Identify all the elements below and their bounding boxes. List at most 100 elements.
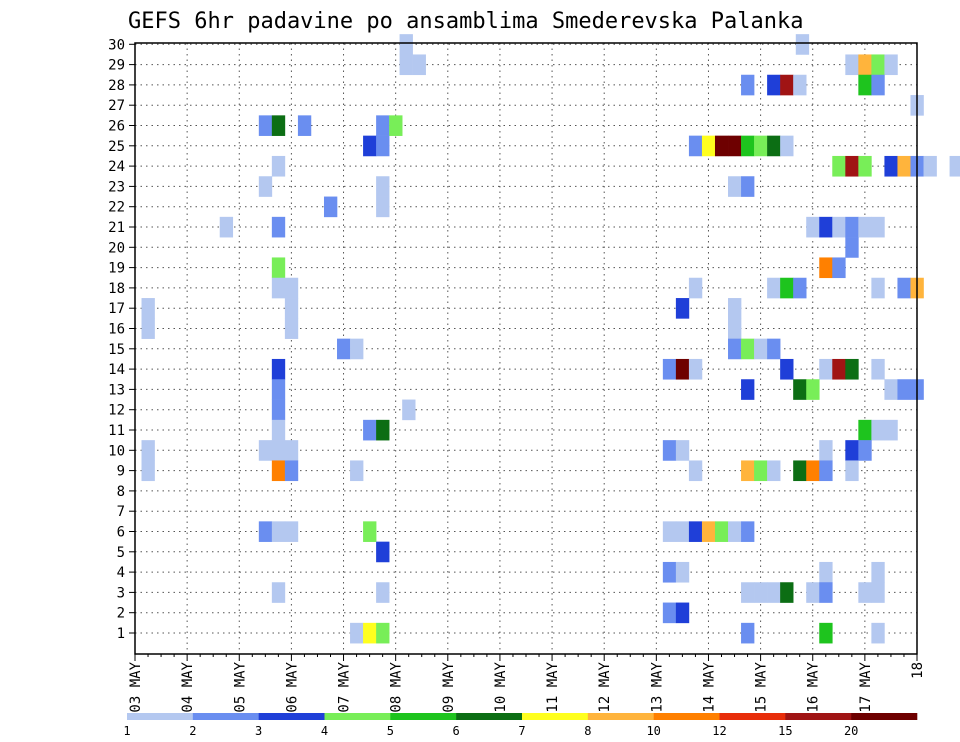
data-cell	[271, 277, 286, 299]
data-cell	[271, 358, 286, 380]
data-cell	[871, 561, 885, 583]
colorbar-label: 7	[518, 724, 525, 738]
data-cell	[363, 419, 377, 441]
data-cell	[819, 622, 833, 644]
colorbar-label: 10	[646, 724, 660, 738]
colorbar-swatch	[390, 713, 457, 720]
data-cell	[871, 622, 885, 644]
data-cell	[858, 155, 872, 177]
y-tick-label: 19	[108, 261, 125, 277]
data-cell	[271, 419, 286, 441]
data-cell	[819, 216, 833, 238]
data-cell	[258, 176, 273, 197]
data-cell	[284, 318, 299, 339]
data-cell	[780, 582, 794, 603]
data-cell	[780, 135, 794, 157]
data-cell	[376, 541, 390, 563]
data-cell	[399, 54, 413, 76]
y-tick-label: 13	[108, 382, 125, 398]
data-cell	[675, 561, 690, 583]
data-cell	[271, 115, 286, 136]
data-cell	[741, 521, 755, 542]
data-cell	[399, 34, 413, 55]
data-cell	[819, 561, 833, 583]
data-cell	[675, 358, 690, 380]
data-cell	[363, 521, 377, 542]
data-cell	[858, 582, 872, 603]
y-tick-label: 6	[117, 525, 125, 541]
data-cell	[858, 54, 872, 76]
data-cell	[688, 460, 703, 482]
data-cell	[884, 155, 898, 177]
colorbar-swatch	[851, 713, 918, 720]
data-cell	[271, 440, 286, 461]
data-cell	[350, 338, 364, 360]
data-cell	[376, 115, 390, 136]
data-cell	[141, 460, 155, 482]
data-cell	[819, 358, 833, 380]
x-tick-label: 17 MAY	[858, 661, 874, 712]
data-cell	[284, 460, 299, 482]
data-cell	[376, 419, 390, 441]
data-cell	[741, 176, 755, 197]
y-tick-label: 22	[108, 200, 125, 216]
data-cell	[741, 582, 755, 603]
data-cells	[141, 34, 960, 644]
x-tick-label: 06 MAY	[284, 661, 300, 712]
colorbar-swatch	[258, 713, 325, 720]
x-tick-label: 04 MAY	[180, 661, 196, 712]
data-cell	[376, 135, 390, 157]
x-tick-label: 18	[910, 662, 926, 679]
data-cell	[780, 277, 794, 299]
colorbar-swatch	[456, 713, 523, 720]
y-tick-label: 4	[117, 565, 125, 581]
data-cell	[845, 358, 859, 380]
data-cell	[819, 440, 833, 461]
data-cell	[871, 419, 885, 441]
data-cell	[795, 34, 810, 55]
colorbar-swatch	[522, 713, 589, 720]
colorbar-legend: 1 2 3 4 5 6 7 8 10 12 15 20	[123, 713, 918, 738]
data-cell	[858, 419, 872, 441]
data-cell	[754, 338, 768, 360]
data-cell	[688, 521, 703, 542]
data-cell	[284, 277, 299, 299]
data-cell	[767, 460, 781, 482]
data-cell	[662, 561, 677, 583]
data-cell	[728, 135, 742, 157]
data-cell	[271, 379, 286, 400]
data-cell	[806, 216, 820, 238]
x-tick-label: 07 MAY	[337, 661, 353, 712]
colorbar-swatch	[587, 713, 654, 720]
data-cell	[754, 582, 768, 603]
data-cell	[741, 460, 755, 482]
data-cell	[741, 338, 755, 360]
data-cell	[793, 277, 807, 299]
data-cell	[845, 155, 859, 177]
colorbar-label: 20	[844, 724, 858, 738]
data-cell	[741, 135, 755, 157]
data-cell	[714, 521, 729, 542]
data-cell	[284, 521, 299, 542]
y-tick-label: 10	[108, 443, 125, 459]
data-cell	[871, 54, 885, 76]
y-tick-label: 26	[108, 119, 125, 135]
y-tick-label: 30	[108, 37, 125, 53]
data-cell	[675, 521, 690, 542]
chart-title: GEFS 6hr padavine po ansamblima Smederev…	[128, 9, 804, 34]
data-cell	[884, 379, 898, 400]
y-tick-label: 20	[108, 240, 125, 256]
colorbar-swatch	[653, 713, 720, 720]
data-cell	[271, 257, 286, 279]
data-cell	[728, 521, 742, 542]
data-cell	[754, 460, 768, 482]
data-cell	[897, 379, 911, 400]
data-cell	[845, 237, 859, 258]
data-cell	[832, 257, 846, 279]
data-cell	[675, 602, 690, 624]
data-cell	[271, 155, 286, 177]
y-tick-label: 16	[108, 322, 125, 338]
y-tick-label: 1	[117, 626, 125, 642]
data-cell	[871, 216, 885, 238]
data-cell	[688, 358, 703, 380]
